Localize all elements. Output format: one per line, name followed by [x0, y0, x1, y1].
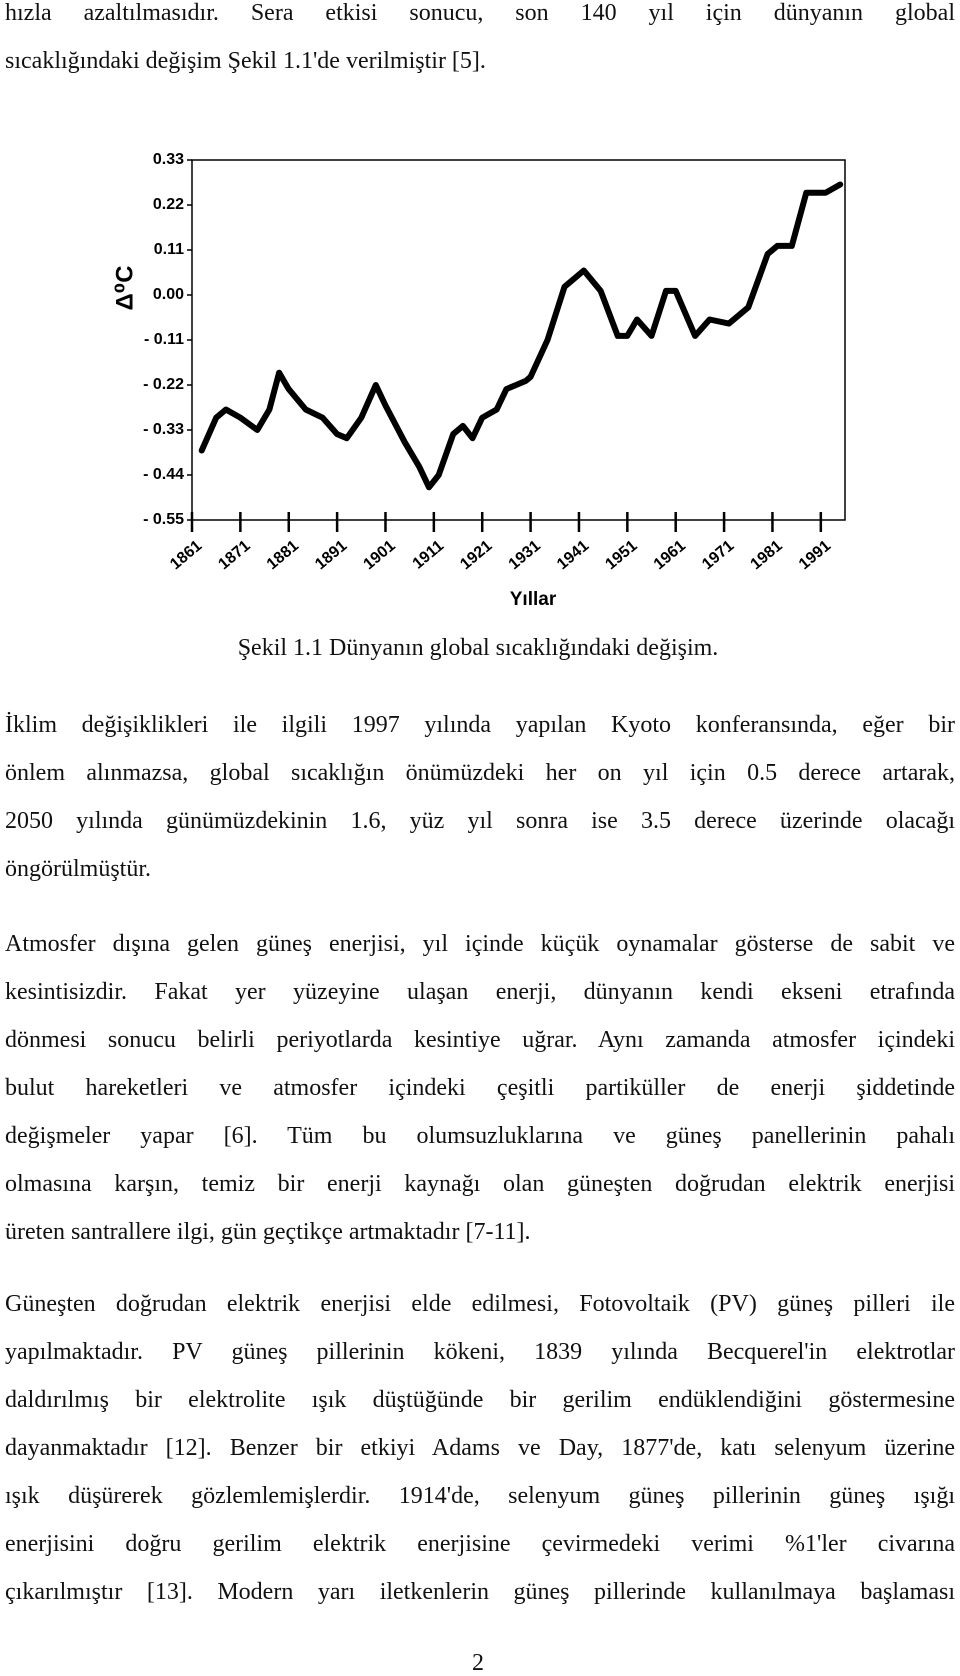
text-line: enerjisini doğru gerilim elektrik enerji… — [5, 1531, 955, 1557]
x-tick-label: 1981 — [748, 537, 786, 573]
y-tick-label: - 0.11 — [144, 331, 184, 348]
x-tick-label: 1971 — [699, 537, 737, 573]
x-tick-label: 1881 — [264, 537, 302, 573]
x-tick-label: 1911 — [410, 537, 448, 572]
text-line: hızla azaltılmasıdır. Sera etkisi sonucu… — [5, 0, 955, 26]
y-tick-label: - 0.33 — [143, 421, 184, 438]
y-tick-label: - 0.55 — [143, 511, 184, 528]
x-tick-label: 1991 — [796, 537, 834, 573]
text-line: kesintisizdir. Fakat yer yüzeyine ulaşan… — [5, 979, 955, 1005]
text-line: bulut hareketleri ve atmosfer içindeki ç… — [5, 1075, 955, 1101]
x-tick-label: 1861 — [167, 537, 205, 573]
text-line: sıcaklığındaki değişim Şekil 1.1'de veri… — [5, 48, 486, 74]
text-line: önlem alınmazsa, global sıcaklığın önümü… — [5, 760, 955, 786]
x-tick-label: 1871 — [215, 537, 253, 573]
text-line: Atmosfer dışına gelen güneş enerjisi, yı… — [5, 931, 955, 957]
text-line: dayanmaktadır [12]. Benzer bir etkiyi Ad… — [5, 1435, 955, 1461]
x-tick-label: 1921 — [457, 537, 495, 573]
y-tick-label: 0.00 — [153, 286, 184, 303]
text-line: değişmeler yapar [6]. Tüm bu olumsuzlukl… — [5, 1123, 955, 1149]
y-tick-label: 0.22 — [153, 196, 184, 213]
text-line: Güneşten doğrudan elektrik enerjisi elde… — [5, 1291, 955, 1317]
text-line: üreten santrallere ilgi, gün geçtikçe ar… — [5, 1219, 531, 1245]
y-axis-label: Δ⁰C — [111, 265, 138, 310]
x-tick-label: 1941 — [554, 537, 592, 573]
x-tick-label: 1891 — [312, 537, 350, 573]
text-line: dönmesi sonucu belirli periyotlarda kesi… — [5, 1027, 955, 1053]
figure-caption: Şekil 1.1 Dünyanın global sıcaklığındaki… — [237, 635, 719, 661]
x-tick-label: 1931 — [506, 537, 544, 573]
temperature-line — [198, 181, 844, 491]
y-tick-label: - 0.44 — [143, 466, 184, 483]
plot-frame — [191, 159, 846, 521]
y-tick-label: 0.33 — [153, 151, 184, 168]
text-line: yapılmaktadır. PV güneş pillerinin köken… — [5, 1339, 955, 1365]
text-line: öngörülmüştür. — [5, 856, 152, 882]
text-line: çıkarılmıştır [13]. Modern yarı iletkenl… — [5, 1579, 955, 1605]
x-tick-label: 1951 — [602, 537, 640, 573]
x-axis-label: Yıllar — [510, 589, 557, 610]
x-tick-label: 1961 — [651, 537, 689, 573]
text-line: 2050 yılında günümüzdekinin 1.6, yüz yıl… — [5, 808, 955, 834]
y-tick-label: - 0.22 — [143, 376, 184, 393]
y-tick-label: 0.11 — [154, 241, 184, 258]
text-line: İklim değişiklikleri ile ilgili 1997 yıl… — [5, 712, 955, 738]
x-tick-label: 1901 — [361, 537, 399, 573]
text-line: ışık düşürerek gözlemlemişlerdir. 1914'd… — [5, 1483, 955, 1509]
text-line: daldırılmış bir elektrolite ışık düştüğü… — [5, 1387, 955, 1413]
page-number: 2 — [472, 1650, 484, 1676]
chart: 0.33 0.22 0.11 0.00 - 0.11 - 0.22 - 0.33 - 0.44… — [111, 151, 846, 610]
text-line: olmasına karşın, temiz bir enerji kaynağ… — [5, 1171, 955, 1197]
